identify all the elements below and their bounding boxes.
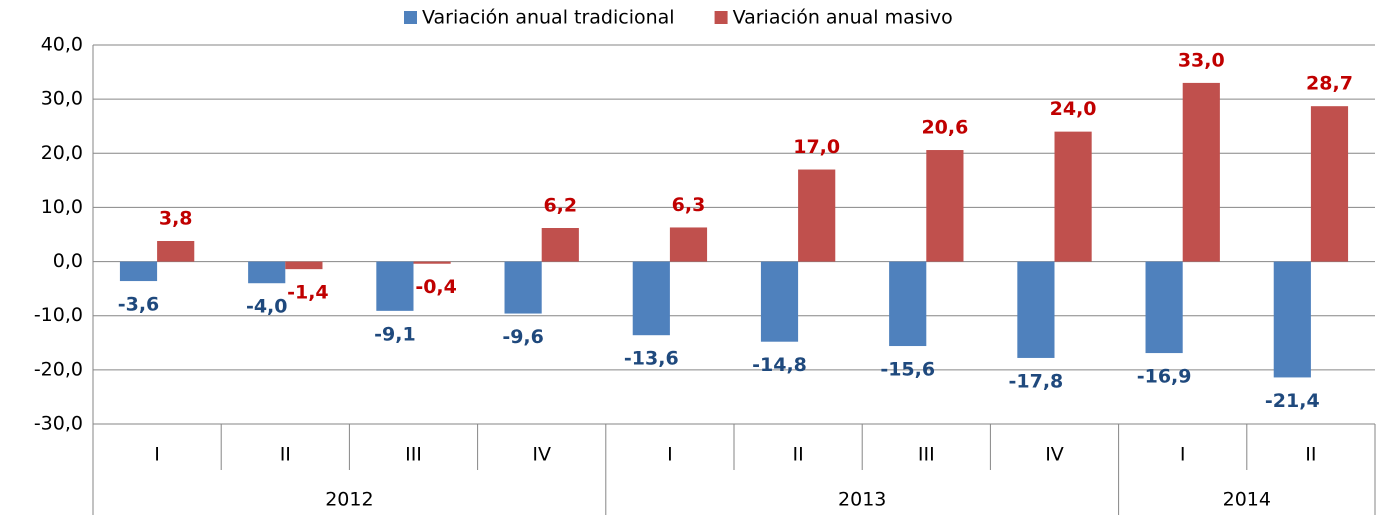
data-label: -21,4	[1265, 390, 1320, 412]
group-label: 2013	[838, 489, 886, 511]
y-tick-label: 0,0	[53, 250, 83, 272]
data-label: -0,4	[415, 276, 457, 298]
bar	[1182, 82, 1220, 262]
data-label: 24,0	[1050, 98, 1097, 120]
x-tick-label: IV	[532, 444, 551, 466]
bar	[285, 261, 323, 270]
x-tick-label: II	[1305, 444, 1316, 466]
y-tick-label: 20,0	[41, 142, 83, 164]
bar	[1310, 106, 1349, 262]
bar	[798, 169, 836, 262]
bar	[889, 261, 927, 347]
y-tick-label: -10,0	[34, 304, 83, 326]
legend-label: Variación anual masivo	[733, 7, 953, 29]
bar	[504, 261, 542, 314]
data-label: 28,7	[1306, 73, 1353, 95]
y-tick-label: 10,0	[41, 196, 83, 218]
bar	[248, 261, 286, 284]
y-tick-label: 40,0	[41, 34, 83, 56]
data-label: -15,6	[880, 359, 935, 381]
bar	[632, 261, 670, 336]
data-label: 33,0	[1178, 49, 1225, 71]
y-tick-label: -30,0	[34, 413, 83, 435]
bar	[1017, 261, 1055, 358]
bar	[376, 261, 414, 311]
x-tick-label: III	[918, 444, 935, 466]
data-label: 6,3	[672, 194, 706, 216]
bar	[669, 227, 708, 262]
bar	[760, 261, 799, 342]
bar	[1145, 261, 1183, 354]
bar	[413, 261, 451, 264]
data-label: -9,6	[502, 326, 544, 348]
data-label: 17,0	[793, 136, 840, 158]
group-label: 2014	[1223, 489, 1271, 511]
data-label: 3,8	[159, 207, 193, 229]
legend-swatch	[714, 11, 728, 24]
data-label: -17,8	[1009, 370, 1064, 392]
y-tick-label: -20,0	[34, 358, 83, 380]
x-tick-label: I	[667, 444, 673, 466]
x-tick-label: I	[1180, 444, 1186, 466]
bar	[541, 228, 579, 262]
x-tick-label: I	[154, 444, 160, 466]
legend-swatch	[404, 11, 417, 24]
group-label: 2012	[325, 489, 373, 511]
data-label: -14,8	[752, 354, 807, 376]
data-label: 20,6	[921, 117, 968, 139]
data-label: -13,6	[624, 348, 679, 370]
bar	[119, 261, 158, 282]
bar	[1054, 131, 1092, 262]
data-label: -9,1	[374, 323, 416, 345]
x-tick-label: III	[405, 444, 422, 466]
legend-label: Variación anual tradicional	[422, 7, 675, 29]
data-label: -1,4	[287, 282, 329, 304]
y-tick-label: 30,0	[41, 88, 83, 110]
bar	[1273, 261, 1311, 378]
bar	[926, 150, 964, 262]
bar	[157, 240, 195, 262]
x-tick-label: II	[280, 444, 291, 466]
x-tick-label: IV	[1045, 444, 1064, 466]
data-label: -3,6	[118, 294, 160, 316]
x-tick-label: II	[792, 444, 803, 466]
data-label: 6,2	[543, 195, 577, 217]
data-label: -4,0	[246, 296, 288, 318]
data-label: -16,9	[1137, 366, 1192, 388]
